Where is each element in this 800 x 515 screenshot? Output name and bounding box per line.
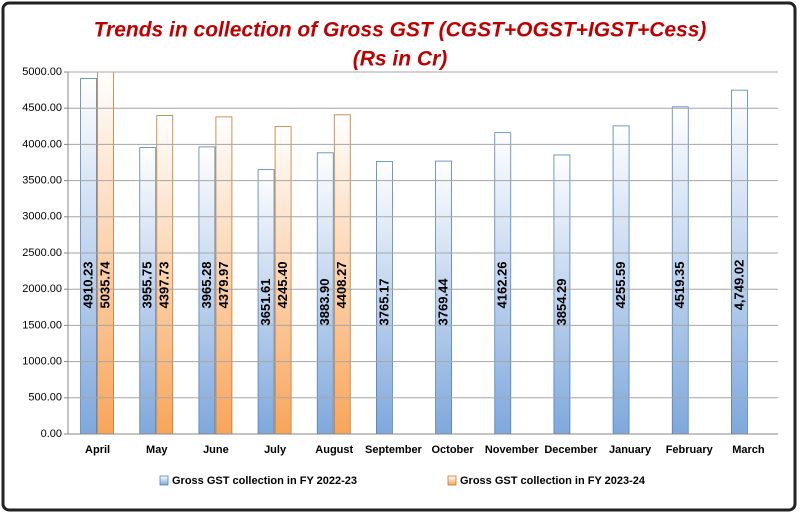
x-tick-label: June — [203, 444, 229, 456]
x-tick-label: January — [609, 444, 652, 456]
legend-label: Gross GST collection in FY 2023-24 — [460, 475, 646, 487]
y-tick-label: 4000.00 — [22, 138, 62, 150]
value-label: 3965.28 — [199, 262, 214, 309]
value-label: 3883.90 — [317, 279, 332, 326]
y-tick-label: 2500.00 — [22, 247, 62, 259]
y-tick-label: 5000.00 — [22, 66, 62, 78]
x-tick-label: April — [85, 444, 110, 456]
value-label: 4408.27 — [334, 262, 349, 309]
bar — [316, 152, 334, 434]
x-tick-label: December — [544, 444, 598, 456]
value-label: 3854.29 — [554, 279, 569, 326]
value-label: 3955.75 — [140, 262, 155, 309]
value-label: 3769.44 — [436, 278, 451, 326]
bar — [156, 115, 174, 434]
y-tick-label: 4500.00 — [22, 102, 62, 114]
chart-title: Trends in collection of Gross GST (CGST+… — [94, 19, 707, 42]
y-tick-label: 2000.00 — [22, 283, 62, 295]
plot-area — [80, 72, 748, 434]
y-tick-label: 3000.00 — [22, 211, 62, 223]
bar — [333, 114, 351, 434]
chart-subtitle: (Rs in Cr) — [353, 48, 448, 71]
bar — [274, 126, 292, 434]
value-label: 4519.35 — [672, 262, 687, 309]
value-label: 4162.26 — [495, 262, 510, 309]
value-label: 4910.23 — [81, 262, 96, 309]
value-label: 5035.74 — [98, 261, 113, 309]
y-tick-label: 0.00 — [41, 428, 62, 440]
value-label: 4379.97 — [216, 262, 231, 309]
value-label: 4245.40 — [275, 262, 290, 309]
y-tick-label: 500.00 — [28, 392, 62, 404]
x-tick-label: August — [315, 444, 353, 456]
x-tick-label: March — [732, 444, 765, 456]
y-tick-label: 1500.00 — [22, 319, 62, 331]
bar — [80, 78, 97, 434]
y-tick-label: 1000.00 — [22, 356, 62, 368]
bar — [198, 146, 216, 434]
value-label: 4255.59 — [613, 262, 628, 309]
bar — [494, 132, 512, 434]
x-tick-label: February — [666, 444, 714, 456]
legend-label: Gross GST collection in FY 2022-23 — [172, 475, 357, 487]
x-tick-label: July — [264, 444, 287, 456]
x-tick-label: October — [431, 444, 474, 456]
bar — [435, 160, 452, 434]
bar — [215, 116, 233, 434]
bar — [97, 72, 114, 434]
legend-swatch — [159, 475, 169, 486]
x-tick-label: May — [146, 444, 168, 456]
x-tick-label: November — [485, 444, 540, 456]
value-label: 4397.73 — [157, 262, 172, 309]
bar — [553, 154, 571, 434]
legend-swatch — [447, 475, 457, 486]
value-label: 3651.61 — [258, 279, 273, 326]
value-label: 4,749.02 — [731, 260, 746, 311]
x-tick-label: September — [365, 444, 423, 456]
y-tick-label: 3500.00 — [22, 175, 62, 187]
value-label: 3765.17 — [376, 279, 391, 326]
bar — [139, 147, 157, 434]
